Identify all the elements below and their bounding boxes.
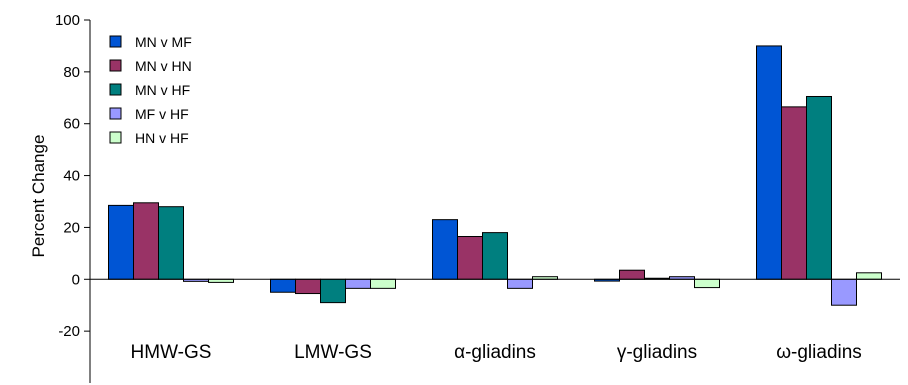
legend-swatch (109, 131, 122, 144)
legend-label: MN v HF (135, 82, 190, 98)
bar (270, 278, 296, 293)
plot-area: -20 0 20 40 60 80 100 HMW-GS LMW-GS α-gliadins γ-g… (55, 12, 900, 383)
category-label: LMW-GS (294, 342, 372, 363)
category-label: HMW-GS (131, 342, 212, 363)
bar (806, 95, 832, 280)
legend-label: MN v MF (135, 34, 192, 50)
bar (781, 106, 807, 280)
legend-swatch (109, 59, 122, 72)
y-tick-label: 60 (63, 116, 80, 133)
legend: MN v MF MN v HN MN v HF MF v HF HN v HF (109, 34, 192, 146)
bar (133, 202, 159, 280)
legend-label: MN v HN (135, 58, 192, 74)
bar (619, 269, 645, 280)
category-label: α-gliadins (454, 342, 536, 363)
bar (320, 278, 346, 304)
bar (756, 45, 782, 280)
bar (158, 206, 184, 280)
bar (108, 204, 134, 280)
category-label: γ-gliadins (617, 342, 697, 363)
y-tick-label: 20 (63, 219, 80, 236)
y-tick-label: 40 (63, 168, 80, 185)
bar (345, 278, 371, 289)
bar (370, 278, 396, 289)
category-label: ω-gliadins (776, 342, 862, 363)
bar (856, 272, 882, 280)
legend-swatch (109, 107, 122, 120)
legend-label: MF v HF (135, 106, 189, 122)
y-tick-label: 80 (63, 64, 80, 81)
bar (482, 232, 508, 280)
y-tick-label: 0 (72, 271, 80, 288)
bar (694, 278, 720, 289)
legend-swatch (109, 83, 122, 96)
legend-swatch (109, 35, 122, 48)
y-tick-label: -20 (58, 323, 80, 340)
bar (831, 278, 857, 306)
bar (432, 219, 458, 280)
y-axis-title: Percent Change (29, 135, 48, 258)
legend-label: HN v HF (135, 130, 189, 146)
bar (457, 236, 483, 280)
y-tick-label: 100 (55, 12, 80, 29)
bar (507, 278, 533, 289)
bar (295, 278, 321, 295)
